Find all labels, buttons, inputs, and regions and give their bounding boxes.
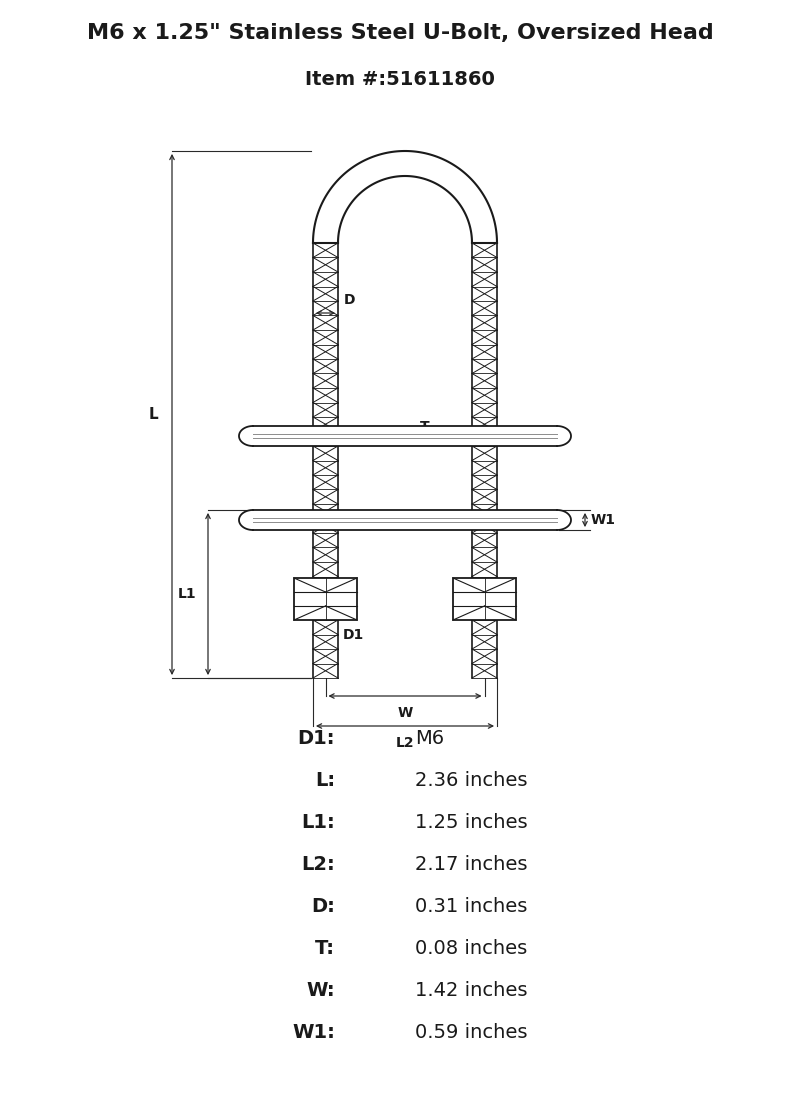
Text: D: D [344,293,355,307]
Text: L1:: L1: [302,813,335,831]
Text: D1:: D1: [298,728,335,748]
Bar [453,578,516,620]
Ellipse shape [239,509,267,530]
Polygon shape [313,152,497,243]
Text: T: T [420,421,430,434]
Text: L: L [148,407,158,422]
Bar [294,578,357,620]
Text: L2: L2 [396,736,414,750]
Bar [472,243,497,677]
Text: M6: M6 [415,728,444,748]
Text: 2.36 inches: 2.36 inches [415,771,527,789]
Text: W:: W: [306,981,335,999]
Text: D1: D1 [343,628,364,642]
Text: 0.59 inches: 0.59 inches [415,1022,527,1042]
Text: W: W [398,706,413,720]
Text: M6 x 1.25" Stainless Steel U-Bolt, Oversized Head: M6 x 1.25" Stainless Steel U-Bolt, Overs… [86,23,714,43]
Text: W1:: W1: [292,1022,335,1042]
Bar [253,426,557,446]
Bar [294,578,357,620]
Text: T:: T: [315,939,335,957]
Bar [313,243,338,677]
Text: W1: W1 [591,513,616,527]
Text: D:: D: [311,896,335,916]
Text: 1.25 inches: 1.25 inches [415,813,528,831]
Ellipse shape [543,426,571,446]
Bar [253,509,557,530]
Ellipse shape [239,426,267,446]
Text: L:: L: [315,771,335,789]
Ellipse shape [543,509,571,530]
Text: L2:: L2: [302,854,335,874]
Text: 1.42 inches: 1.42 inches [415,981,527,999]
Text: 0.08 inches: 0.08 inches [415,939,527,957]
Text: 2.17 inches: 2.17 inches [415,854,527,874]
Text: 0.31 inches: 0.31 inches [415,896,527,916]
Text: L1: L1 [178,587,196,601]
Bar [453,578,516,620]
Text: Item #:51611860: Item #:51611860 [305,70,495,89]
